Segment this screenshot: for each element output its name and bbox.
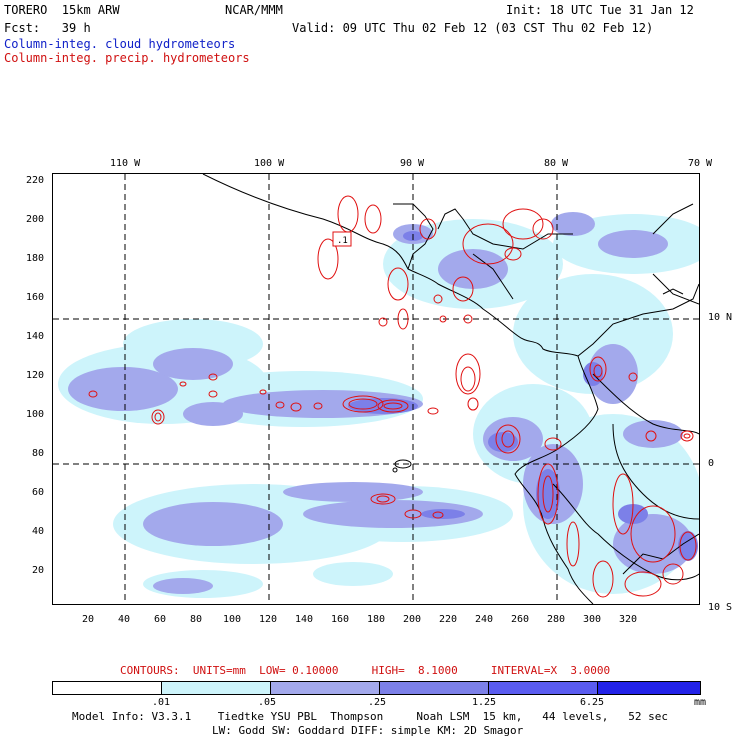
y-label: 80 — [32, 448, 45, 459]
lat-label-10s: 10 S — [708, 602, 733, 613]
y-label: 140 — [26, 331, 45, 342]
x-label: 100 — [223, 614, 242, 625]
x-label: 260 — [511, 614, 530, 625]
x-label: 320 — [619, 614, 638, 625]
lat-label-0: 0 — [708, 458, 715, 469]
y-label: 100 — [26, 409, 45, 420]
x-label: 160 — [331, 614, 350, 625]
contour-info: CONTOURS: UNITS=mm LOW= 0.10000 HIGH= 8.… — [120, 664, 611, 677]
map-panel: .1 — [52, 173, 700, 605]
x-label: 80 — [190, 614, 203, 625]
model-info-line-1: Model Info: V3.3.1 Tiedtke YSU PBL Thomp… — [72, 710, 669, 723]
colorbar-segment — [489, 682, 598, 694]
field-cloud-label: Column-integ. cloud hydrometeors — [4, 37, 236, 51]
colorbar — [52, 681, 701, 695]
colorbar-segment — [162, 682, 271, 694]
x-label: 240 — [475, 614, 494, 625]
org-label: NCAR/MMM — [225, 3, 283, 17]
x-label: 220 — [439, 614, 458, 625]
colorbar-segment — [271, 682, 380, 694]
field-precip-label: Column-integ. precip. hydrometeors — [4, 51, 250, 65]
x-label: 120 — [259, 614, 278, 625]
forecast-hour: Fcst: 39 h — [4, 21, 91, 35]
lat-label-10n: 10 N — [708, 312, 733, 323]
cloud-fill-dark — [348, 231, 698, 561]
x-label: 300 — [583, 614, 602, 625]
x-label: 140 — [295, 614, 314, 625]
y-label: 120 — [26, 370, 45, 381]
colorbar-tick: .01 — [152, 697, 171, 708]
lon-label-100w: 100 W — [254, 158, 285, 169]
y-label: 60 — [32, 487, 45, 498]
colorbar-tick: 1.25 — [472, 697, 497, 708]
coastlines — [202, 174, 699, 604]
x-label: 40 — [118, 614, 131, 625]
lon-label-110w: 110 W — [110, 158, 141, 169]
contour-label: .1 — [337, 236, 348, 246]
x-label: 180 — [367, 614, 386, 625]
colorbar-tick: .05 — [258, 697, 277, 708]
x-label: 60 — [154, 614, 167, 625]
colorbar-segment — [598, 682, 700, 694]
y-label: 180 — [26, 253, 45, 264]
contour-label-box: .1 — [332, 231, 352, 247]
x-label: 200 — [403, 614, 422, 625]
map-canvas: .1 — [53, 174, 699, 604]
y-label: 20 — [32, 565, 45, 576]
colorbar-tick: 6.25 — [580, 697, 605, 708]
colorbar-segment — [53, 682, 162, 694]
init-time: Init: 18 UTC Tue 31 Jan 12 — [506, 3, 694, 17]
colorbar-tick: .25 — [368, 697, 387, 708]
map-grid — [53, 174, 699, 604]
colorbar-unit: mm — [694, 697, 707, 708]
colorbar-segment — [380, 682, 489, 694]
lon-label-80w: 80 W — [544, 158, 569, 169]
model-info-line-2: LW: Godd SW: Goddard DIFF: simple KM: 2D… — [212, 724, 524, 737]
lon-label-70w: 70 W — [688, 158, 713, 169]
y-label: 40 — [32, 526, 45, 537]
lon-label-90w: 90 W — [400, 158, 425, 169]
precip-contours — [88, 195, 697, 598]
y-label: 160 — [26, 292, 45, 303]
x-label: 280 — [547, 614, 566, 625]
model-title: TORERO 15km ARW — [4, 3, 120, 17]
y-label: 220 — [26, 175, 45, 186]
x-label: 20 — [82, 614, 95, 625]
valid-time: Valid: 09 UTC Thu 02 Feb 12 (03 CST Thu … — [292, 21, 654, 35]
y-label: 200 — [26, 214, 45, 225]
